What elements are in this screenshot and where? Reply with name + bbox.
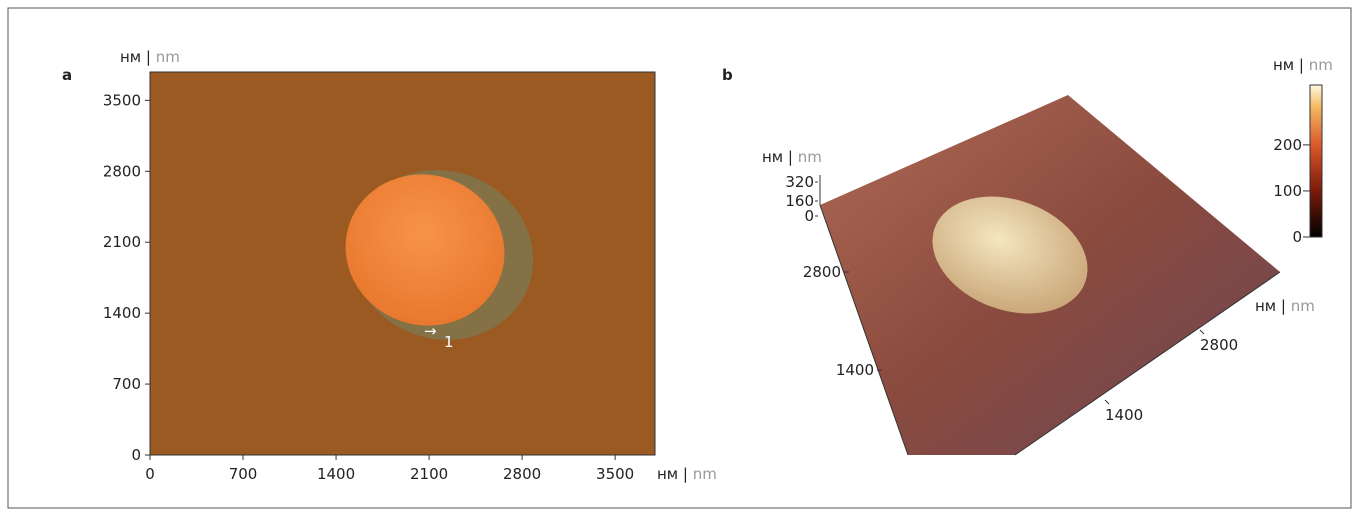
colorbar [1310, 85, 1322, 237]
unit-label: нм | nm [120, 48, 180, 66]
unit-ru: нм [1273, 56, 1299, 74]
right-tick-label: 2800 [1200, 336, 1238, 354]
y-tick-label: 2800 [103, 162, 141, 180]
unit-en: nm [1291, 297, 1315, 315]
left-tick-label: 2800 [803, 263, 841, 281]
colorbar-tick-label: 200 [1273, 136, 1302, 154]
colorbar-tick-label: 0 [1292, 228, 1302, 246]
unit-label: нм | nm [1255, 297, 1315, 315]
left-tick-label: 1400 [836, 361, 874, 379]
y-tick-label: 1400 [103, 304, 141, 322]
unit-sep: | [146, 48, 156, 66]
panel-label: a [62, 66, 72, 84]
unit-sep: | [1281, 297, 1291, 315]
unit-en: nm [156, 48, 180, 66]
x-tick-label: 3500 [596, 465, 634, 483]
unit-label: нм | nm [1273, 56, 1333, 74]
y-tick-label: 0 [131, 446, 141, 464]
panel-b: b [722, 66, 1322, 455]
x-tick-label: 1400 [317, 465, 355, 483]
panel-label: b [722, 66, 733, 84]
z-tick-label: 0 [804, 207, 814, 225]
y-tick-label: 700 [112, 375, 141, 393]
right-tick [1105, 400, 1109, 404]
unit-en: nm [693, 465, 717, 483]
unit-ru: нм [657, 465, 683, 483]
unit-ru: нм [762, 148, 788, 166]
unit-sep: | [683, 465, 693, 483]
x-tick-label: 2100 [410, 465, 448, 483]
unit-sep: | [788, 148, 798, 166]
arrow: → [424, 322, 437, 340]
x-tick-label: 2800 [503, 465, 541, 483]
annotation: 1 [444, 333, 454, 351]
unit-en: nm [1309, 56, 1333, 74]
right-tick-label: 1400 [1105, 406, 1143, 424]
panel-a: a → 1 [62, 66, 655, 455]
unit-ru: нм [1255, 297, 1281, 315]
unit-label: нм | nm [657, 465, 717, 483]
unit-label: нм | nm [762, 148, 822, 166]
right-tick [1200, 330, 1204, 334]
unit-ru: нм [120, 48, 146, 66]
figure: a → 1 b 0 700 1400 2100 2800 3500 0 700 1400 2100… [0, 0, 1359, 512]
y-tick-label: 3500 [103, 91, 141, 109]
unit-sep: | [1299, 56, 1309, 74]
y-tick-label: 2100 [103, 233, 141, 251]
x-tick-label: 0 [145, 465, 155, 483]
unit-en: nm [798, 148, 822, 166]
colorbar-tick-label: 100 [1273, 182, 1302, 200]
z-tick-label: 320 [785, 173, 814, 191]
x-tick-label: 700 [229, 465, 258, 483]
